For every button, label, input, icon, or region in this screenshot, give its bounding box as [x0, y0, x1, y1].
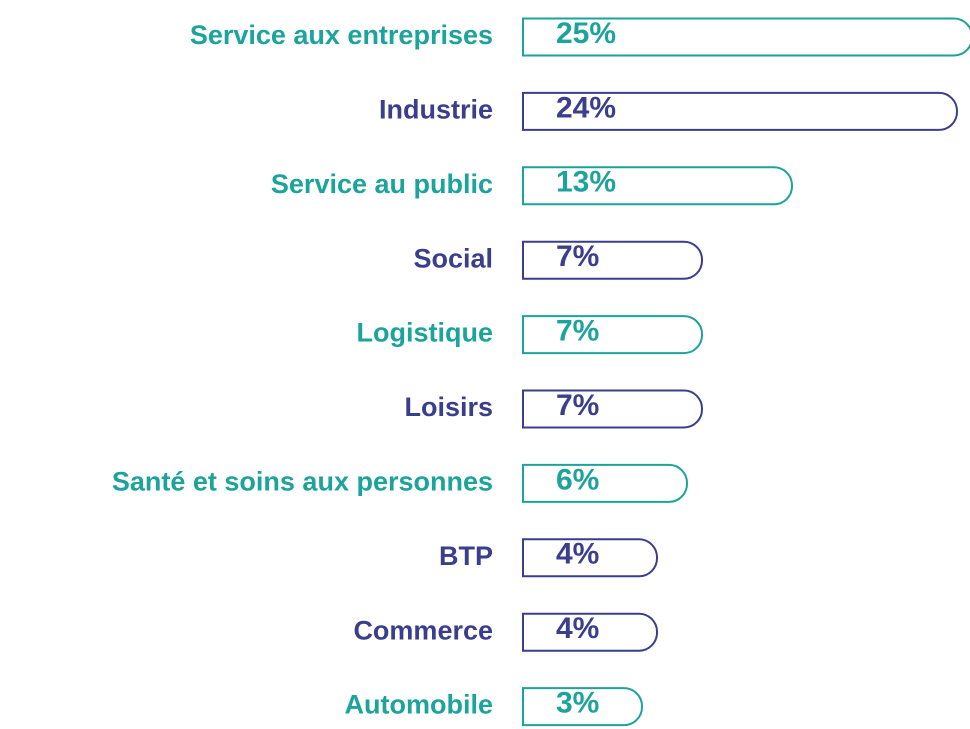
category-label: Loisirs: [404, 392, 493, 422]
value-label: 4%: [556, 612, 599, 645]
category-label: Automobile: [345, 690, 494, 720]
category-label: Service au public: [271, 169, 493, 199]
bar: [522, 240, 703, 280]
category-label: Industrie: [379, 95, 493, 125]
value-label: 13%: [556, 166, 616, 199]
value-label: 24%: [556, 91, 616, 124]
bar: [522, 612, 658, 652]
category-label: Logistique: [357, 318, 494, 348]
bar: [522, 91, 958, 131]
category-label: Service aux entreprises: [190, 20, 493, 50]
bar: [522, 315, 703, 355]
value-label: 3%: [556, 687, 599, 720]
category-label: Santé et soins aux personnes: [112, 467, 493, 497]
value-label: 6%: [556, 463, 599, 496]
value-label: 25%: [556, 17, 616, 50]
bar: [522, 166, 793, 206]
bar: [522, 538, 658, 578]
bar: [522, 463, 688, 503]
category-label: Social: [413, 243, 493, 273]
value-label: 7%: [556, 240, 599, 273]
category-label: BTP: [439, 541, 493, 571]
value-label: 7%: [556, 315, 599, 348]
value-label: 7%: [556, 389, 599, 422]
bar: [522, 687, 643, 727]
value-label: 4%: [556, 538, 599, 571]
bar: [522, 389, 703, 429]
bar: [522, 17, 970, 57]
category-label: Commerce: [353, 615, 493, 645]
